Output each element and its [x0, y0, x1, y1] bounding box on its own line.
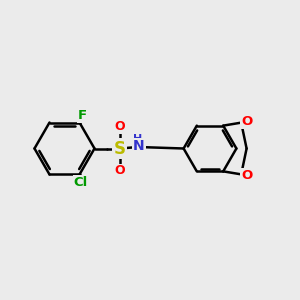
Text: H: H — [133, 134, 142, 144]
Text: S: S — [114, 140, 126, 158]
Text: O: O — [241, 115, 252, 128]
Text: Cl: Cl — [74, 176, 88, 189]
Text: F: F — [78, 109, 87, 122]
Text: N: N — [133, 139, 145, 153]
Text: O: O — [114, 119, 125, 133]
Text: O: O — [241, 169, 252, 182]
Text: O: O — [114, 164, 125, 178]
